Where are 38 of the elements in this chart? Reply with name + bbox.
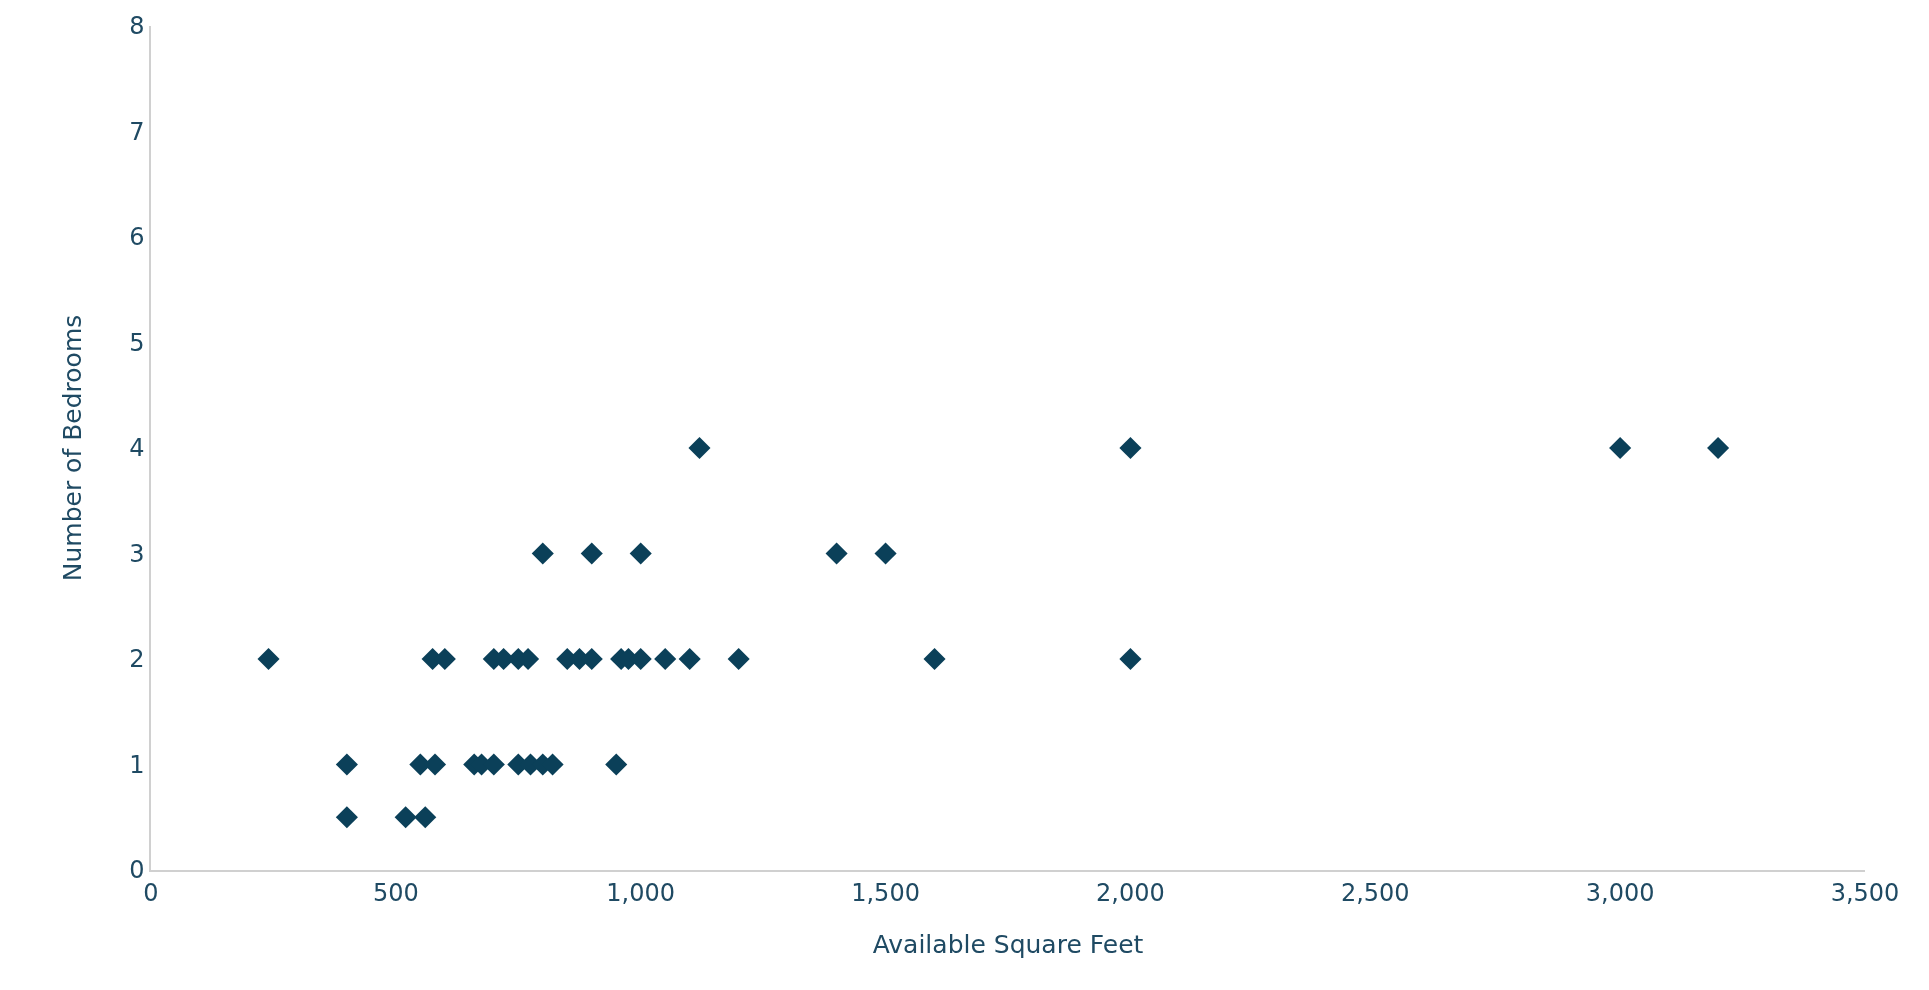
point — [1609, 436, 1632, 460]
point — [605, 753, 628, 776]
point — [727, 647, 750, 671]
y-axis-title: Number of Bedrooms — [58, 314, 88, 582]
point — [1119, 436, 1142, 460]
y-tick-label: 6 — [129, 223, 145, 252]
x-tick-label: 3,000 — [1585, 878, 1655, 907]
point — [335, 753, 358, 776]
point — [257, 647, 280, 671]
point — [688, 436, 711, 460]
point — [580, 542, 603, 565]
point — [414, 806, 437, 829]
y-tick-label: 5 — [129, 328, 145, 357]
y-tick-label: 2 — [129, 645, 145, 674]
y-tick-label: 8 — [129, 12, 145, 41]
point — [531, 542, 554, 565]
y-tick-label: 4 — [129, 434, 145, 463]
y-tick-label: 3 — [129, 539, 145, 568]
point — [678, 647, 701, 671]
x-tick-label: 2,000 — [1096, 878, 1165, 907]
point — [1119, 647, 1142, 671]
point — [825, 542, 848, 565]
point — [874, 542, 897, 565]
y-tick-label: 0 — [129, 856, 145, 885]
x-tick-label: 500 — [372, 878, 419, 907]
x-tick-label: 1,500 — [851, 878, 920, 907]
y-tick-label: 1 — [129, 750, 145, 779]
point — [335, 806, 358, 829]
y-tick-label: 7 — [129, 117, 145, 146]
x-tick-label: 3,500 — [1830, 878, 1900, 907]
x-axis-title: Available Square Feet — [872, 930, 1144, 960]
point — [394, 806, 417, 829]
x-tick-label: 2,500 — [1340, 878, 1410, 907]
point — [629, 542, 652, 565]
x-tick-label: 1,000 — [606, 878, 676, 907]
point — [923, 647, 946, 671]
point — [1707, 436, 1730, 460]
point — [654, 647, 677, 671]
